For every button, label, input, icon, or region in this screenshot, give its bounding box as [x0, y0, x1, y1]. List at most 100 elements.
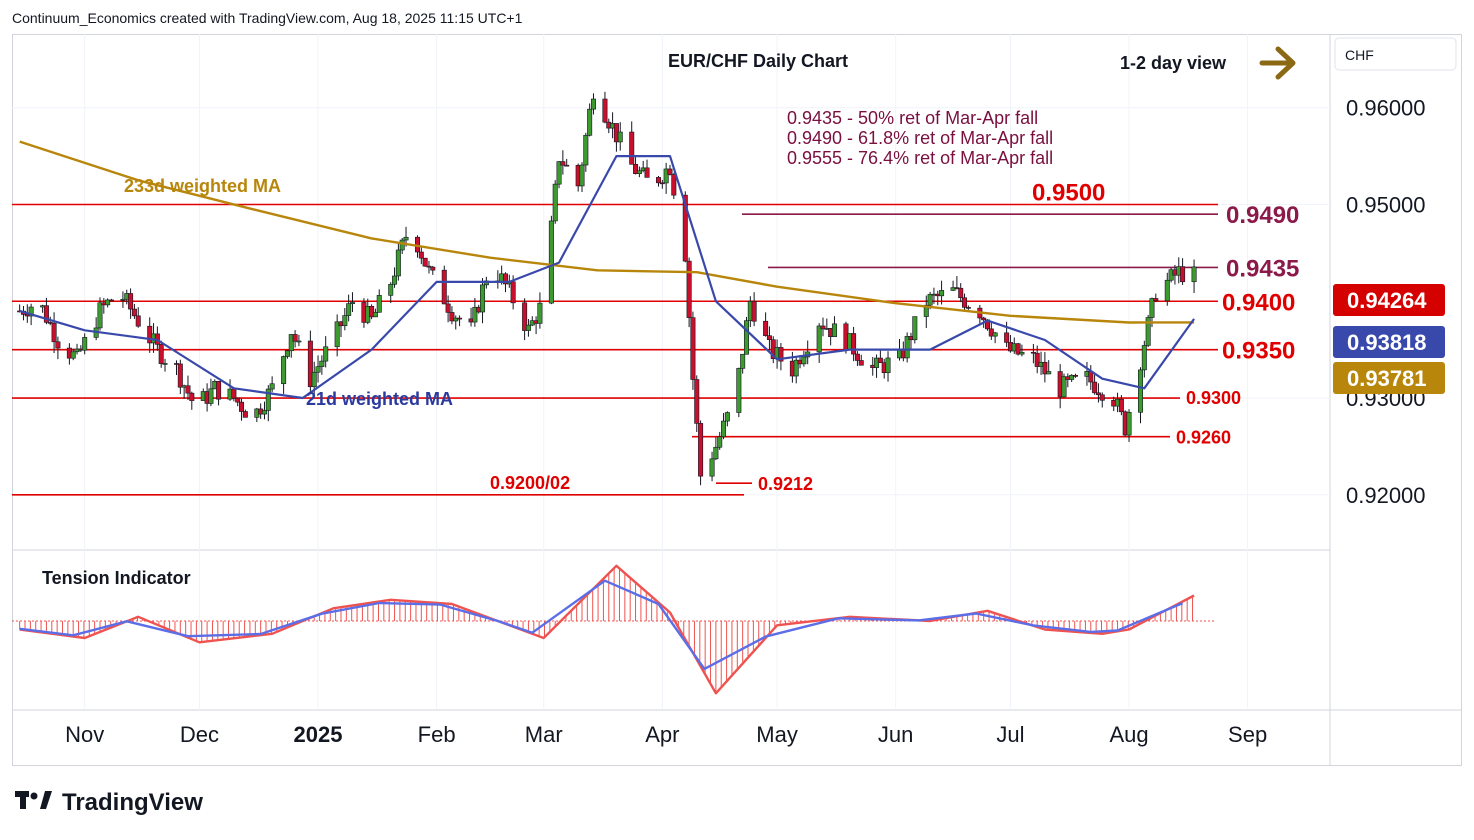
- tradingview-wordmark: TradingView: [62, 789, 203, 816]
- candle-body: [323, 346, 329, 362]
- candle-body: [1046, 371, 1052, 375]
- candle-body: [988, 328, 994, 337]
- candle-body: [43, 305, 49, 323]
- tradingview-logo-icon: [14, 788, 54, 818]
- candle-body: [717, 436, 723, 448]
- candle-body: [923, 304, 929, 317]
- candle-body: [851, 333, 857, 355]
- candle-body: [284, 350, 290, 357]
- candle-body: [311, 371, 317, 388]
- candle-body: [858, 360, 864, 366]
- candle-body: [698, 423, 704, 477]
- tradingview-brand[interactable]: TradingView: [14, 788, 203, 818]
- candle-body: [1061, 376, 1067, 398]
- right-arrow-icon: [1259, 46, 1296, 80]
- candle-body: [1019, 351, 1025, 355]
- x-tick-label: Dec: [180, 722, 219, 747]
- currency-box[interactable]: CHF: [1334, 37, 1457, 71]
- candle-body: [548, 220, 554, 304]
- candle-body: [445, 303, 451, 313]
- candle-body: [372, 311, 378, 318]
- currency-label: CHF: [1345, 47, 1374, 63]
- x-tick-label: Mar: [525, 722, 563, 747]
- candle-body: [453, 317, 459, 322]
- candle-body: [583, 134, 589, 166]
- candle-body: [239, 401, 245, 412]
- candle-body: [1138, 369, 1144, 413]
- candle-body: [958, 287, 964, 299]
- chart-title: EUR/CHF Daily Chart: [668, 51, 848, 71]
- candle-body: [261, 410, 267, 415]
- candle-body: [131, 308, 137, 317]
- candle-body: [525, 324, 531, 331]
- candle-body: [831, 323, 837, 338]
- candle-body: [422, 257, 428, 267]
- candle-body: [120, 298, 126, 301]
- candle-body: [265, 388, 271, 411]
- candle-body: [763, 320, 769, 336]
- candle-body: [587, 108, 593, 136]
- x-tick-label: Jun: [878, 722, 913, 747]
- x-tick-label: 2025: [294, 722, 343, 747]
- view-label: 1-2 day view: [1120, 53, 1227, 73]
- candle-body: [950, 287, 956, 291]
- ma21-line: [19, 155, 1195, 400]
- level-label: 0.9300: [1186, 388, 1241, 408]
- candle-body: [904, 336, 910, 359]
- candle-body: [395, 249, 401, 277]
- candle-body: [135, 315, 141, 327]
- tension-indicator-pane: [12, 564, 1216, 695]
- candle-body: [162, 363, 168, 365]
- candle-body: [480, 284, 486, 313]
- candle-body: [659, 182, 665, 185]
- candle-body: [682, 194, 688, 262]
- tension-indicator-label: Tension Indicator: [42, 568, 191, 588]
- candle-body: [671, 174, 677, 196]
- level-label: 0.9200/02: [490, 473, 570, 493]
- candle-body: [292, 334, 298, 342]
- chart-frame: [12, 34, 1462, 766]
- x-tick-label: Nov: [65, 722, 104, 747]
- candle-body: [242, 411, 248, 418]
- candle-body: [962, 297, 968, 308]
- tension-slow-line: [19, 579, 1184, 671]
- candle-body: [965, 307, 971, 309]
- candle-body: [552, 183, 558, 222]
- price-chart[interactable]: 0.9500 0.9490 0.9435 0.9400 0.9350 0.9300 0.92…: [0, 0, 1474, 780]
- candle-body: [724, 412, 730, 422]
- candle-body: [644, 167, 650, 178]
- fib-note: 0.9555 - 76.4% ret of Mar-Apr fall: [787, 148, 1053, 168]
- chart-attribution: Continuum_Economics created with Trading…: [12, 10, 523, 26]
- ma21-price-badge: 0.93818: [1333, 326, 1445, 358]
- candle-body: [55, 341, 61, 349]
- ma233-line: [19, 140, 1195, 324]
- candle-body: [105, 299, 111, 306]
- time-axis[interactable]: Nov Dec 2025 Feb Mar Apr May Jun Jul Aug Sep: [65, 722, 1267, 747]
- candle-body: [185, 385, 191, 394]
- candle-body: [47, 322, 53, 324]
- candle-body: [927, 294, 933, 306]
- candle-body: [992, 332, 998, 337]
- candle-body: [189, 392, 195, 401]
- candle-body: [349, 302, 355, 304]
- candle-body: [690, 317, 696, 380]
- candle-body: [1095, 392, 1101, 396]
- candle-body: [392, 275, 398, 285]
- candlesticks: [17, 91, 1197, 486]
- x-tick-label: Feb: [418, 722, 456, 747]
- last-price-value: 0.94264: [1347, 288, 1427, 313]
- candle-body: [939, 290, 945, 297]
- candle-body: [877, 357, 883, 363]
- candle-body: [388, 283, 394, 296]
- candle-body: [288, 334, 294, 352]
- candle-body: [97, 302, 103, 329]
- candle-body: [307, 340, 313, 388]
- candle-body: [399, 239, 405, 251]
- candle-body: [376, 295, 382, 313]
- candle-body: [793, 359, 799, 377]
- level-label: 0.9212: [758, 474, 813, 494]
- candle-body: [269, 383, 275, 390]
- candle-body: [602, 98, 608, 123]
- level-label: 0.9490: [1226, 202, 1299, 229]
